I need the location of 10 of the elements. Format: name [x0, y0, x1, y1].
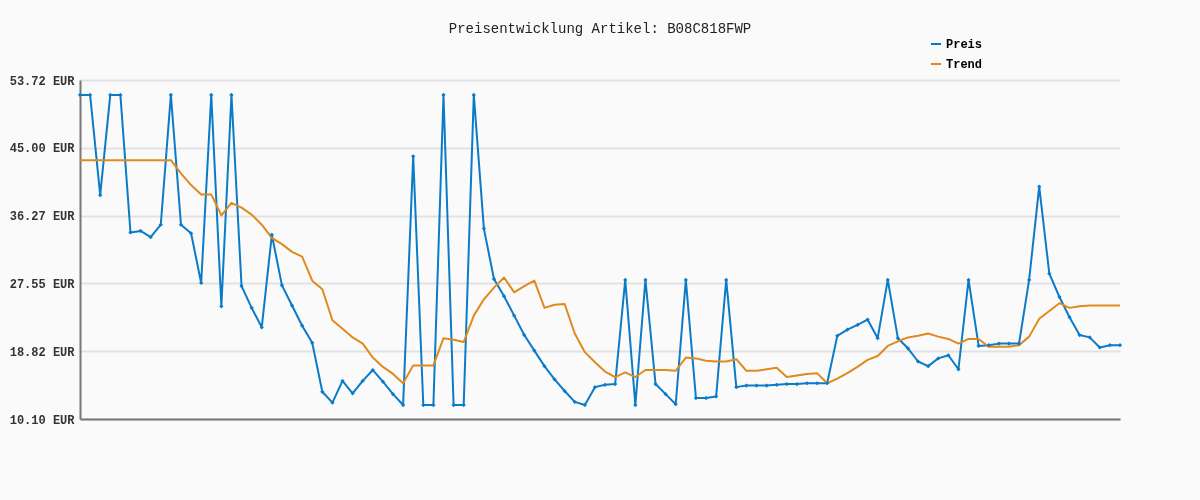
y-tick-label: 45.00 EUR [9, 142, 76, 157]
y-tick-label: 36.27 EUR [9, 210, 76, 225]
legend-label: Preis [946, 38, 983, 52]
y-tick-label: 10.10 EUR [9, 413, 76, 428]
legend-label: Trend [946, 58, 983, 72]
chart-title: Preisentwicklung Artikel: B08C818FWP [448, 21, 752, 37]
y-tick-label: 27.55 EUR [9, 277, 76, 292]
line-series [79, 159, 1121, 385]
y-tick-label: 18.82 EUR [9, 345, 76, 360]
y-tick-label: 53.72 EUR [9, 74, 76, 89]
